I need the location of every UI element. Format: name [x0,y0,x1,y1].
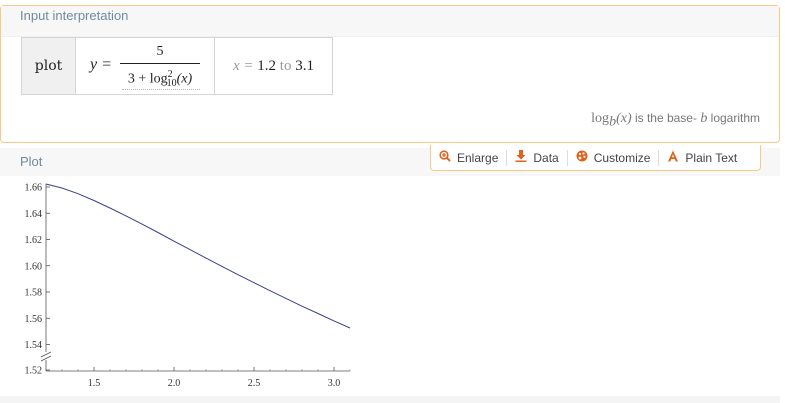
pod-header [1,6,779,37]
formula-fraction: 5 3 + log210(x) [120,43,200,93]
range-to-word: to [279,57,292,74]
plot-toolbar: Enlarge Data Customize Plain Text [430,145,761,171]
y-tick-label: 1.60 [25,261,43,272]
note-suffix: logarithm [707,111,760,125]
note-base: b [700,111,708,126]
y-tick-label: 1.58 [25,288,43,299]
y-axis-ticks: 1.52 1.54 1.56 1.58 1.60 1.62 1.64 1.66 [25,183,50,377]
range-var: x = [233,57,254,74]
plot-label-cell: plot [22,38,76,94]
function-plot[interactable]: 1.52 1.54 1.56 1.58 1.60 1.62 1.64 1.66 1.5 2.0 2… [0,176,380,396]
note-func-sub: b [609,114,617,130]
y-tick-label: 1.64 [25,209,43,220]
y-tick-label: 1.62 [25,235,43,246]
series-line [45,183,351,329]
range-to: 3.1 [295,57,314,74]
note-text: is the base- [631,111,701,125]
interpretation-table: plot y = 5 3 + log210(x) x = 1.2 to 3.1 [21,37,333,95]
data-button[interactable]: Data [506,149,566,166]
y-tick-label: 1.54 [25,340,43,351]
plot-area: 1.52 1.54 1.56 1.58 1.60 1.62 1.64 1.66 1.5 2.0 2… [0,176,780,396]
customize-label: Customize [593,150,651,165]
y-tick-label: 1.66 [25,183,43,194]
denominator-power: 2 [167,69,173,80]
magnify-plus-icon [439,150,451,165]
note-func-arg: (x) [616,111,632,126]
x-axis-ticks: 1.5 2.0 2.5 3.0 [45,367,351,389]
x-tick-label: 2.0 [168,378,181,389]
denominator-base: 10 [166,78,177,90]
download-icon [515,150,527,165]
plain-text-label: Plain Text [685,150,738,165]
note-func: log [591,111,610,126]
y-tick-label: 1.56 [25,314,43,325]
formula-cell: y = 5 3 + log210(x) [76,38,215,94]
palette-icon [576,150,588,165]
y-tick-label: 1.52 [25,366,43,377]
input-interpretation-pod [0,5,780,143]
enlarge-button[interactable]: Enlarge [431,150,506,166]
denominator-arg: (x) [176,71,193,87]
x-tick-label: 3.0 [328,378,341,389]
formula-numerator: 5 [156,44,164,59]
plain-text-button[interactable]: Plain Text [658,149,745,166]
letter-a-icon [667,150,679,165]
pod-bottom-border [0,396,780,403]
x-tick-label: 2.5 [248,378,261,389]
enlarge-label: Enlarge [457,150,499,165]
axis-break-marker [40,351,52,362]
denominator-prefix: 3 + log [127,71,168,87]
range-from: 1.2 [257,57,277,74]
logarithm-note: logb(x) is the base- b logarithm [591,111,760,130]
range-cell: x = 1.2 to 3.1 [215,38,332,94]
input-interpretation-title: Input interpretation [20,8,129,23]
plot-title: Plot [20,154,43,169]
customize-button[interactable]: Customize [566,149,659,166]
formula-lhs: y = [90,56,112,73]
x-tick-label: 1.5 [88,378,101,389]
data-label: Data [533,150,559,165]
formula-denominator: 3 + log210(x) [120,66,200,93]
